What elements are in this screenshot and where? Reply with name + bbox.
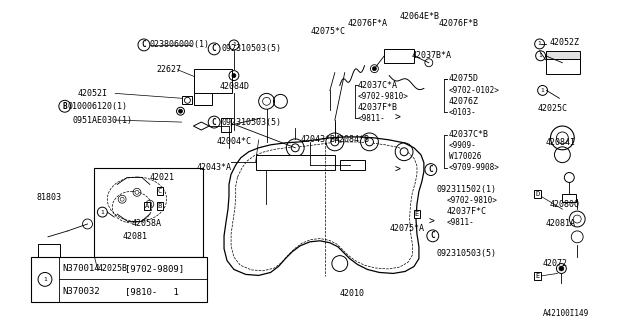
Text: <9811-: <9811- [358, 114, 385, 123]
Text: 0951AE030(1): 0951AE030(1) [73, 116, 132, 124]
Text: 42037F*B: 42037F*B [358, 103, 397, 112]
Text: >: > [394, 164, 400, 175]
Circle shape [400, 148, 408, 156]
Text: 42076F*B: 42076F*B [438, 19, 479, 28]
Bar [384, 49, 414, 63]
Text: 81803: 81803 [36, 193, 61, 202]
Text: 092310503(5): 092310503(5) [221, 44, 281, 53]
Text: 42021: 42021 [150, 173, 175, 182]
Bar [195, 69, 232, 93]
Text: 42025B: 42025B [97, 264, 127, 273]
Text: A42100I149: A42100I149 [543, 308, 589, 317]
Text: C: C [212, 44, 216, 53]
Text: 42058A: 42058A [132, 220, 162, 228]
Circle shape [135, 190, 139, 194]
Text: <9702-9810>: <9702-9810> [358, 92, 408, 101]
Text: 42052I: 42052I [77, 89, 108, 98]
Bar [545, 56, 580, 74]
Text: C: C [157, 188, 162, 194]
Circle shape [365, 138, 373, 146]
Text: A: A [145, 203, 149, 209]
Text: 42025C: 42025C [538, 104, 568, 113]
Text: E: E [536, 273, 540, 279]
Text: 42010: 42010 [340, 289, 365, 298]
Text: C: C [141, 40, 146, 49]
Text: >: > [394, 113, 400, 123]
Bar [563, 194, 576, 202]
Text: 42084I: 42084I [545, 138, 575, 147]
Bar [340, 160, 365, 170]
Text: 22627: 22627 [157, 65, 182, 74]
Circle shape [148, 202, 152, 206]
Text: 092310503(5): 092310503(5) [221, 117, 281, 127]
Text: 010006120(1): 010006120(1) [68, 102, 128, 111]
Bar [95, 168, 204, 257]
Text: 42076F*A: 42076F*A [348, 19, 388, 28]
Circle shape [372, 67, 376, 71]
Text: 023806000(1): 023806000(1) [150, 40, 210, 49]
Text: C: C [431, 231, 435, 240]
Text: C: C [212, 117, 216, 127]
Bar [38, 244, 60, 274]
Bar [545, 51, 580, 59]
Text: 092310503(5): 092310503(5) [436, 249, 497, 258]
Circle shape [291, 144, 300, 152]
Text: 42052Z: 42052Z [550, 38, 579, 47]
Text: [9810-   1: [9810- 1 [125, 287, 179, 296]
Text: 42081A: 42081A [545, 220, 575, 228]
Circle shape [331, 138, 339, 146]
Text: 42075D: 42075D [449, 74, 479, 83]
Text: <9909-: <9909- [449, 141, 476, 150]
Text: W170026: W170026 [449, 152, 481, 161]
Circle shape [120, 197, 124, 201]
Text: E: E [415, 211, 419, 217]
Text: <9702-0102>: <9702-0102> [449, 86, 499, 95]
Text: 1: 1 [100, 210, 104, 215]
Text: 1: 1 [539, 53, 543, 58]
Text: 42084D: 42084D [219, 82, 249, 91]
Bar [31, 257, 207, 302]
Text: >: > [429, 217, 435, 227]
Text: B: B [63, 102, 67, 111]
Text: 1: 1 [232, 43, 236, 47]
Text: 42075*A: 42075*A [389, 224, 424, 233]
Circle shape [179, 109, 182, 113]
Text: <9811-: <9811- [447, 218, 474, 227]
Text: N370014: N370014 [63, 264, 100, 273]
Text: 42080Q: 42080Q [550, 200, 579, 209]
Text: 42004*C: 42004*C [216, 137, 251, 146]
Text: <9709-9908>: <9709-9908> [449, 163, 499, 172]
Text: 42043*A: 42043*A [196, 163, 231, 172]
Bar [195, 93, 212, 105]
Text: 42064E*B: 42064E*B [399, 12, 439, 21]
Text: 42084*B: 42084*B [335, 135, 370, 144]
Circle shape [232, 74, 236, 77]
Text: 42043*B: 42043*B [300, 135, 335, 144]
Bar [256, 155, 335, 170]
Text: 42081: 42081 [122, 232, 147, 241]
Bar [182, 96, 193, 104]
Text: B: B [157, 203, 162, 209]
Text: [9702-9809]: [9702-9809] [125, 264, 184, 273]
Text: 1: 1 [541, 88, 545, 93]
Text: 1: 1 [538, 41, 541, 46]
Text: 42037C*B: 42037C*B [449, 131, 488, 140]
Circle shape [559, 266, 564, 271]
Text: 42076Z: 42076Z [449, 97, 479, 106]
Text: 092311502(1): 092311502(1) [436, 185, 497, 194]
Text: C: C [429, 165, 433, 174]
Text: 42037F*C: 42037F*C [447, 207, 486, 216]
Text: D: D [536, 191, 540, 197]
Text: 1: 1 [43, 277, 47, 282]
Text: <0103-: <0103- [449, 108, 476, 117]
Text: 42075*C: 42075*C [310, 27, 345, 36]
Text: 42037B*A: 42037B*A [412, 51, 452, 60]
Text: 42072: 42072 [543, 259, 568, 268]
Text: N370032: N370032 [63, 287, 100, 296]
Text: 42037C*A: 42037C*A [358, 81, 397, 90]
Bar [221, 118, 231, 132]
Text: <9702-9810>: <9702-9810> [447, 196, 497, 205]
